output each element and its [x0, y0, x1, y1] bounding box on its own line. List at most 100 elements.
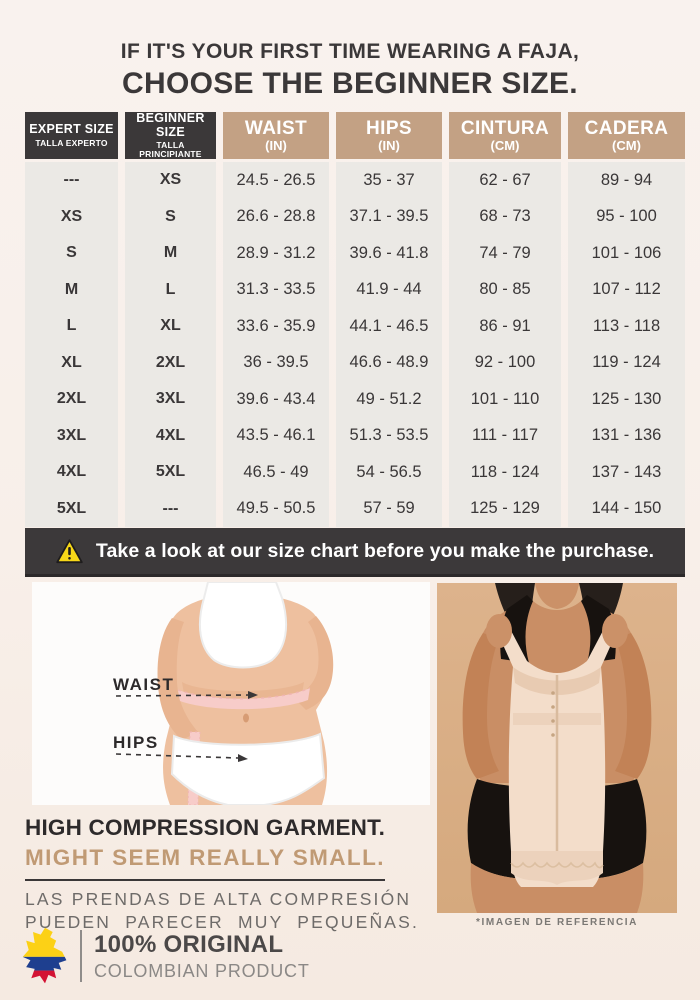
brand-block: 100% ORIGINAL COLOMBIAN PRODUCT	[18, 926, 310, 986]
header-expert-size: EXPERT SIZE TALLA EXPERTO	[25, 112, 118, 159]
size-cell: 3XL	[25, 417, 118, 454]
size-cell: 111 - 117	[449, 417, 561, 454]
brand-line-1: 100% ORIGINAL	[94, 930, 284, 958]
header-hips: HIPS (IN)	[336, 112, 442, 159]
size-cell: 31.3 - 33.5	[223, 271, 329, 308]
size-cell: 101 - 110	[449, 381, 561, 418]
garment-woman-illustration	[462, 583, 652, 913]
measuring-woman-illustration: WAIST HIPS	[113, 582, 334, 805]
size-cell: 26.6 - 28.8	[223, 198, 329, 235]
size-cell: 131 - 136	[568, 417, 685, 454]
colombia-map-flag-icon	[22, 927, 67, 984]
size-cell: 125 - 130	[568, 381, 685, 418]
size-cell: M	[125, 235, 216, 272]
header-waist: WAIST (IN)	[223, 112, 329, 159]
header-label: CADERA	[584, 117, 669, 139]
warning-triangle-icon	[56, 538, 83, 563]
size-cell: 74 - 79	[449, 235, 561, 272]
size-cell: 49 - 51.2	[336, 381, 442, 418]
size-cell: 62 - 67	[449, 162, 561, 199]
size-cell: 51.3 - 53.5	[336, 417, 442, 454]
size-table-body: --- XS 24.5 - 26.5 35 - 37 62 - 67 89 - 94 XS S…	[25, 162, 685, 527]
page-title: IF IT'S YOUR FIRST TIME WEARING A FAJA, …	[0, 40, 700, 101]
warning-banner: Take a look at our size chart before you…	[25, 528, 685, 577]
size-cell: S	[25, 235, 118, 272]
size-cell: 86 - 91	[449, 308, 561, 345]
size-cell: 37.1 - 39.5	[336, 198, 442, 235]
header-label: BEGINNER SIZE	[136, 111, 205, 139]
size-cell: 118 - 124	[449, 454, 561, 491]
size-cell: M	[25, 271, 118, 308]
size-cell: 44.1 - 46.5	[336, 308, 442, 345]
header-label: HIPS	[366, 117, 412, 139]
header-sublabel: (IN)	[378, 137, 400, 153]
size-cell: 46.6 - 48.9	[336, 344, 442, 381]
size-cell: 119 - 124	[568, 344, 685, 381]
size-cell: 39.6 - 41.8	[336, 235, 442, 272]
size-cell: L	[25, 308, 118, 345]
size-cell: 43.5 - 46.1	[223, 417, 329, 454]
size-cell: 49.5 - 50.5	[223, 490, 329, 527]
size-cell: 35 - 37	[336, 162, 442, 199]
size-cell: 39.6 - 43.4	[223, 381, 329, 418]
header-sublabel: (CM)	[612, 137, 641, 153]
size-cell: 68 - 73	[449, 198, 561, 235]
note-line-1: HIGH COMPRESSION GARMENT.	[25, 815, 386, 840]
compression-note: HIGH COMPRESSION GARMENT. MIGHT SEEM REA…	[25, 815, 425, 934]
size-cell: 144 - 150	[568, 490, 685, 527]
size-cell: XL	[25, 344, 118, 381]
header-sublabel: (CM)	[490, 137, 520, 153]
brand-line-2: COLOMBIAN PRODUCT	[94, 960, 310, 981]
size-cell: 57 - 59	[336, 490, 442, 527]
measurement-photo: WAIST HIPS	[32, 582, 430, 805]
size-chart-table: EXPERT SIZE TALLA EXPERTO BEGINNER SIZE …	[25, 112, 685, 527]
size-table-header: EXPERT SIZE TALLA EXPERTO BEGINNER SIZE …	[25, 112, 685, 159]
size-cell: 46.5 - 49	[223, 454, 329, 491]
size-cell: 28.9 - 31.2	[223, 235, 329, 272]
size-cell: 33.6 - 35.9	[223, 308, 329, 345]
size-cell: 24.5 - 26.5	[223, 162, 329, 199]
size-cell: 4XL	[25, 454, 118, 491]
header-label: CINTURA	[460, 117, 550, 139]
size-cell: XS	[125, 162, 216, 199]
garment-photo	[437, 583, 677, 913]
size-cell: 41.9 - 44	[336, 271, 442, 308]
size-cell: ---	[125, 490, 216, 527]
note-divider	[25, 879, 385, 881]
header-beginner-size: BEGINNER SIZE TALLA PRINCIPIANTE	[125, 112, 216, 159]
title-line-1: IF IT'S YOUR FIRST TIME WEARING A FAJA,	[120, 40, 580, 63]
size-cell: 4XL	[125, 417, 216, 454]
note-line-3: LAS PRENDAS DE ALTA COMPRESIÓN	[25, 889, 412, 909]
size-cell: 125 - 129	[449, 490, 561, 527]
size-cell: 80 - 85	[449, 271, 561, 308]
header-label: WAIST	[244, 117, 308, 139]
size-cell: 5XL	[125, 454, 216, 491]
size-cell: 95 - 100	[568, 198, 685, 235]
header-sublabel: (IN)	[265, 137, 287, 153]
size-cell: XL	[125, 308, 216, 345]
header-cintura: CINTURA (CM)	[449, 112, 561, 159]
title-line-2: CHOOSE THE BEGINNER SIZE.	[122, 67, 578, 100]
size-cell: 137 - 143	[568, 454, 685, 491]
size-cell: 5XL	[25, 490, 118, 527]
warning-banner-text: Take a look at our size chart before you…	[95, 539, 655, 562]
header-sublabel: TALLA PRINCIPIANTE	[139, 139, 202, 159]
header-sublabel: TALLA EXPERTO	[35, 137, 108, 148]
header-label: EXPERT SIZE	[29, 122, 114, 137]
size-cell: XS	[25, 198, 118, 235]
size-cell: 89 - 94	[568, 162, 685, 199]
note-line-2: MIGHT SEEM REALLY SMALL.	[25, 845, 385, 870]
header-cadera: CADERA (CM)	[568, 112, 685, 159]
size-cell: 2XL	[125, 344, 216, 381]
size-cell: L	[125, 271, 216, 308]
brand-divider	[80, 930, 82, 982]
size-cell: 107 - 112	[568, 271, 685, 308]
waist-label: WAIST	[113, 675, 174, 694]
size-cell: 92 - 100	[449, 344, 561, 381]
size-cell: 54 - 56.5	[336, 454, 442, 491]
size-cell: 101 - 106	[568, 235, 685, 272]
note-line-4: PUEDEN PARECER MUY PEQUEÑAS.	[25, 911, 420, 932]
reference-caption: *IMAGEN DE REFERENCIA	[476, 917, 638, 928]
size-cell: S	[125, 198, 216, 235]
size-cell: 3XL	[125, 381, 216, 418]
